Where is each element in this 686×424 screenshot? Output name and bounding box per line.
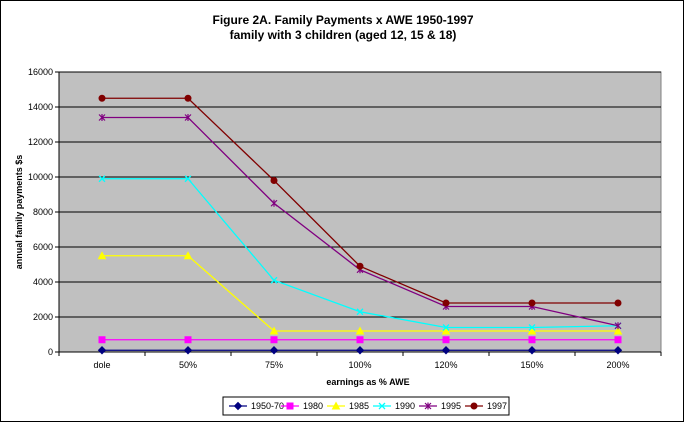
legend-swatch-marker <box>424 402 432 410</box>
data-point <box>355 326 365 335</box>
data-point <box>528 299 536 307</box>
data-point <box>614 299 622 307</box>
legend-label: 1980 <box>303 401 323 411</box>
data-point <box>613 346 623 355</box>
legend-item: 1995 <box>419 401 461 411</box>
data-point <box>98 175 106 183</box>
series-1990 <box>98 175 622 331</box>
legend-swatch-marker <box>470 402 478 410</box>
series-1985 <box>97 251 623 335</box>
data-point <box>441 326 451 335</box>
legend-label: 1997 <box>487 401 507 411</box>
legend-item: 1950-70 <box>229 401 284 411</box>
data-point <box>528 324 536 331</box>
x-tick-label: 50% <box>179 360 197 370</box>
x-tick-label: 120% <box>434 360 457 370</box>
legend-swatch-marker <box>286 402 294 410</box>
data-point <box>270 276 278 284</box>
series-1997 <box>98 94 622 307</box>
legend-label: 1950-70 <box>251 401 284 411</box>
legend-label: 1995 <box>441 401 461 411</box>
data-point <box>527 326 537 335</box>
legend-box <box>222 396 510 416</box>
legend-item: 1990 <box>373 401 415 411</box>
data-point <box>98 114 106 121</box>
data-point <box>442 299 450 307</box>
y-tick-label: 6000 <box>33 242 53 252</box>
data-point <box>270 199 278 207</box>
y-tick-label: 14000 <box>28 102 53 112</box>
x-tick-label: dole <box>93 360 110 370</box>
legend-swatch-marker <box>233 401 243 411</box>
data-point <box>97 346 107 355</box>
x-axis-label: earnings as % AWE <box>326 377 409 387</box>
x-tick-label: 200% <box>606 360 629 370</box>
data-point <box>614 336 622 344</box>
y-axis-label: annual family payments $s <box>14 155 24 270</box>
series-1950-70 <box>97 346 623 355</box>
series-lines <box>97 94 623 355</box>
y-tick-label: 4000 <box>33 277 53 287</box>
data-point <box>98 94 106 102</box>
legend-swatch-marker <box>378 402 386 410</box>
data-point <box>356 262 364 270</box>
x-tick-label: 150% <box>520 360 543 370</box>
data-point <box>614 322 622 330</box>
data-point <box>270 177 278 184</box>
data-point <box>184 114 192 121</box>
data-point <box>270 336 278 344</box>
legend: 1950-70 1980 1985 1990 1995 1997 <box>229 401 507 411</box>
data-point <box>184 336 192 344</box>
legend-item: 1985 <box>327 401 369 411</box>
data-point <box>184 94 192 102</box>
chart-subtitle: family with 3 children (aged 12, 15 & 18… <box>230 28 457 42</box>
y-tick-label: 10000 <box>28 172 53 182</box>
y-tick-label: 16000 <box>28 67 53 77</box>
data-point <box>98 336 106 344</box>
data-point <box>184 175 192 183</box>
data-point <box>183 251 193 260</box>
data-point <box>527 346 537 355</box>
x-tick-label: 100% <box>348 360 371 370</box>
legend-label: 1985 <box>349 401 369 411</box>
y-tick-label: 2000 <box>33 312 53 322</box>
data-point <box>356 336 364 344</box>
y-tick-label: 12000 <box>28 137 53 147</box>
y-tick-label: 8000 <box>33 207 53 217</box>
x-tick-label: 75% <box>265 360 283 370</box>
data-point <box>442 324 450 331</box>
y-tick-label: 0 <box>48 347 53 357</box>
data-point <box>528 336 536 344</box>
data-point <box>269 346 279 355</box>
data-point <box>97 251 107 260</box>
legend-item: 1997 <box>465 401 507 411</box>
data-point <box>442 336 450 344</box>
gridlines <box>59 71 661 318</box>
legend-item: 1980 <box>281 401 323 411</box>
series-1980 <box>98 336 622 344</box>
data-point <box>356 308 364 316</box>
chart-title: Figure 2A. Family Payments x AWE 1950-19… <box>212 13 473 27</box>
data-point <box>355 346 365 355</box>
legend-label: 1990 <box>395 401 415 411</box>
data-point <box>269 326 279 335</box>
data-point <box>441 346 451 355</box>
data-point <box>183 346 193 355</box>
data-point <box>613 326 623 335</box>
legend-swatch-marker <box>331 401 341 410</box>
y-axis: 0 2000 4000 6000 8000 10000 12000 14000 16000 <box>28 67 59 357</box>
